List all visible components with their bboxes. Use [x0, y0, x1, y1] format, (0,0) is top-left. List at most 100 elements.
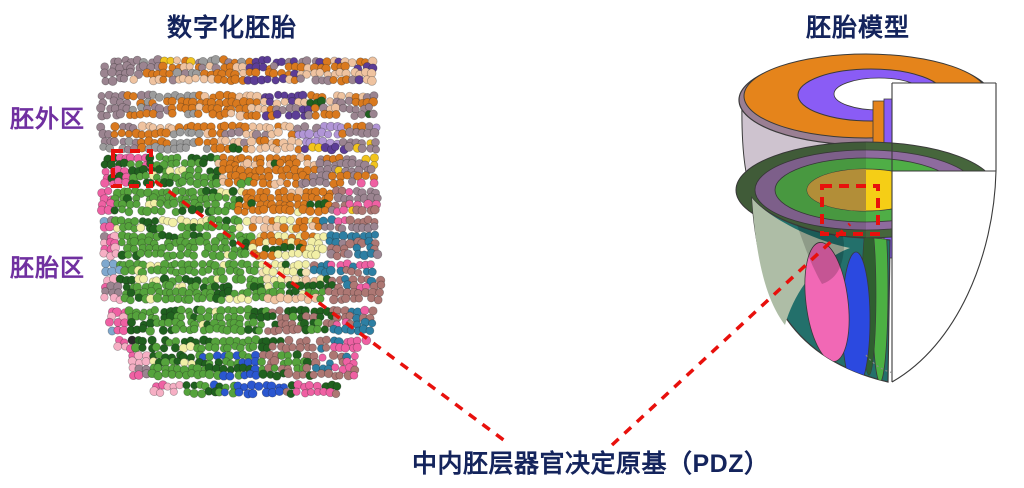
cell-dot [96, 103, 106, 113]
cell-dot [124, 136, 134, 146]
cell-dot [249, 266, 259, 276]
cell-dot [137, 312, 147, 321]
cell-dot [283, 179, 292, 188]
cell-dot [113, 177, 123, 186]
cell-dot [274, 386, 285, 396]
cell-dot [311, 111, 320, 120]
cell-dot [299, 223, 309, 233]
cell-dot [195, 205, 205, 215]
cell-dot [174, 370, 184, 380]
label-extraembryonic-region: 胚外区 [10, 106, 85, 133]
cell-dot [318, 353, 327, 362]
cell-dot [117, 238, 126, 247]
cell-dot [208, 109, 218, 119]
cell-dot [217, 295, 226, 305]
cell-dot [314, 222, 323, 231]
cell-dot [269, 68, 279, 79]
cell-dot [343, 249, 353, 259]
cell-dot [368, 267, 377, 277]
cell-dot [269, 61, 279, 71]
cell-dot [119, 74, 129, 83]
cell-dot [105, 143, 115, 153]
cell-dot [334, 326, 343, 335]
cell-dot [170, 324, 181, 334]
cell-dot [146, 159, 155, 168]
cell-dot [370, 222, 379, 231]
cell-dot [364, 103, 373, 112]
cell-dot [189, 388, 199, 398]
cell-dot [174, 274, 184, 284]
cell-dot [301, 267, 311, 277]
cell-dot [138, 343, 147, 352]
cell-dot [338, 231, 349, 241]
cell-dot [150, 305, 160, 315]
cell-dot [194, 129, 204, 138]
cell-dot [347, 267, 356, 276]
cell-dot [291, 286, 300, 296]
cell-dot [172, 159, 181, 168]
cell-dot [354, 268, 363, 277]
cell-dot [357, 110, 366, 119]
cell-dot [168, 217, 178, 228]
cell-dot [146, 286, 156, 296]
cell-dot [159, 266, 169, 275]
model-cutaway-cover [892, 171, 997, 240]
cell-dot [207, 128, 217, 138]
cell-dot [196, 305, 206, 315]
cell-dot [324, 130, 333, 139]
cell-dot [165, 178, 174, 188]
cell-dot [332, 312, 342, 323]
cell-dot [313, 325, 322, 334]
cell-dot [249, 178, 258, 187]
cell-dot [244, 295, 253, 304]
cell-dot [107, 76, 118, 86]
cell-dot [300, 230, 310, 241]
cell-dot [371, 230, 380, 239]
cell-dot [104, 186, 113, 196]
cell-dot [110, 206, 119, 215]
cell-dot [315, 158, 325, 168]
cell-dot [270, 364, 279, 373]
cell-dot [327, 171, 337, 181]
cell-dot [110, 130, 119, 139]
cell-dot [167, 370, 177, 379]
cell-dot [198, 158, 208, 168]
cell-dot [173, 357, 182, 366]
cell-dot [136, 223, 146, 233]
cell-dot [321, 206, 330, 215]
cell-dot [191, 281, 200, 291]
cell-dot [158, 325, 168, 335]
cell-dot [225, 371, 235, 381]
cell-dot [296, 74, 305, 83]
cell-dot [278, 105, 287, 115]
cell-dot [322, 343, 331, 352]
cell-dot [368, 97, 379, 107]
cell-dot [294, 249, 303, 258]
cell-dot [97, 92, 106, 100]
cell-dot [371, 145, 381, 154]
cell-dot [189, 251, 199, 261]
cell-dot [204, 266, 213, 274]
cell-dot [225, 266, 235, 275]
cell-dot [272, 109, 282, 119]
cell-dot [227, 250, 238, 261]
cell-dot [194, 137, 204, 147]
cell-dot [261, 143, 270, 152]
cell-dot [227, 109, 236, 118]
pdz-annotation-text: 中内胚层器官决定原基（PDZ） [412, 450, 770, 478]
cell-dot [249, 342, 258, 351]
cell-dot [100, 178, 110, 188]
cell-dot [248, 223, 258, 232]
cell-dot [129, 144, 139, 154]
cell-dot [274, 326, 283, 335]
cell-dot [115, 109, 126, 119]
cell-dot [279, 223, 289, 233]
cell-dot [310, 103, 320, 113]
cell-dot [357, 206, 367, 216]
cell-dot [255, 165, 266, 175]
cell-dot [292, 387, 301, 396]
cell-dot [308, 343, 317, 352]
cell-dot [339, 205, 349, 215]
cell-dot [182, 381, 191, 390]
cell-dot [221, 223, 230, 232]
